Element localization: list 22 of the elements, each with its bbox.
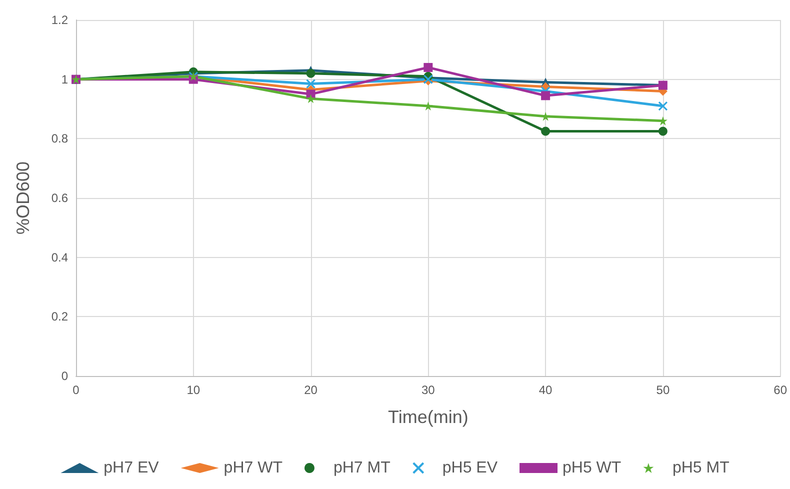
legend-label: pH7 WT xyxy=(224,460,283,476)
x-tick-label: 50 xyxy=(656,383,670,397)
y-axis-title: %OD600 xyxy=(13,161,33,235)
legend-label: pH7 MT xyxy=(333,460,391,476)
x-tick-label: 40 xyxy=(538,383,553,397)
legend-label: pH5 MT xyxy=(672,460,730,476)
x-tick-label: 10 xyxy=(186,383,200,397)
legend-label: pH5 WT xyxy=(562,460,622,476)
x-axis-title: Time(min) xyxy=(388,407,468,427)
y-tick-label: 0.2 xyxy=(51,310,68,324)
y-tick-label: 0.4 xyxy=(51,250,68,264)
y-tick-label: 0.8 xyxy=(51,132,68,146)
x-tick-label: 30 xyxy=(421,383,436,397)
y-tick-label: 1.2 xyxy=(51,13,68,27)
legend-label: pH7 EV xyxy=(104,460,160,476)
x-tick-label: 0 xyxy=(72,383,80,397)
y-tick-label: 0 xyxy=(61,369,68,383)
y-tick-label: 0.6 xyxy=(51,191,68,205)
legend-label: pH5 EV xyxy=(442,460,498,476)
x-tick-label: 20 xyxy=(304,383,318,397)
x-tick-label: 60 xyxy=(774,383,788,397)
y-tick-label: 1 xyxy=(61,72,68,86)
